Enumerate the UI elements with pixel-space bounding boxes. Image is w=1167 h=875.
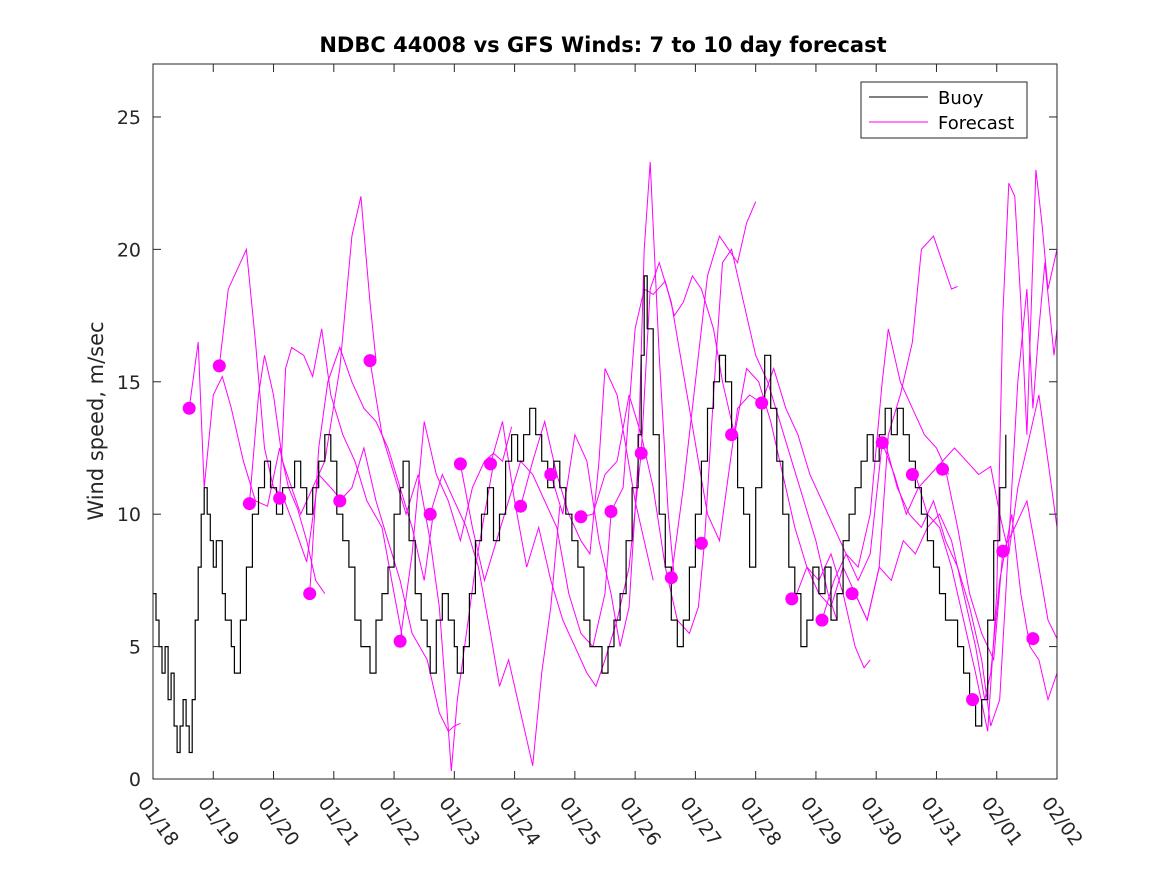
forecast-marker-13 bbox=[544, 468, 558, 481]
forecast-marker-28 bbox=[996, 544, 1010, 558]
forecast-line-8 bbox=[399, 421, 513, 642]
y-tick-label: 10 bbox=[117, 504, 141, 526]
forecast-line-15 bbox=[610, 274, 736, 512]
forecast-marker-23 bbox=[845, 587, 859, 601]
forecast-line-13 bbox=[550, 161, 675, 647]
legend-forecast-label: Forecast bbox=[938, 113, 1014, 134]
forecast-marker-1 bbox=[182, 401, 196, 415]
legend-buoy-label: Buoy bbox=[938, 88, 984, 109]
forecast-marker-6 bbox=[333, 494, 347, 508]
forecast-marker-14 bbox=[574, 510, 588, 524]
forecast-marker-21 bbox=[785, 592, 799, 606]
forecast-line-1 bbox=[188, 342, 326, 594]
chart-title: NDBC 44008 vs GFS Winds: 7 to 10 day for… bbox=[319, 33, 886, 57]
forecast-line-10 bbox=[459, 460, 612, 648]
forecast-line-6 bbox=[339, 446, 461, 733]
y-tick-label: 25 bbox=[117, 107, 141, 129]
y-tick-label: 5 bbox=[129, 637, 141, 659]
forecast-marker-5 bbox=[303, 587, 317, 601]
y-axis-label: Wind speed, m/sec bbox=[84, 321, 108, 520]
forecast-line-9 bbox=[429, 473, 561, 766]
y-axis: 0 5 10 15 20 25 bbox=[117, 107, 1057, 791]
forecast-marker-2 bbox=[212, 359, 226, 373]
forecast-line-21 bbox=[794, 235, 958, 622]
forecast-line-22 bbox=[821, 394, 1058, 621]
forecast-line-20 bbox=[761, 328, 949, 569]
forecast-marker-29 bbox=[1026, 632, 1040, 646]
y-tick-label: 15 bbox=[117, 372, 141, 394]
forecast-line-16 bbox=[640, 260, 762, 543]
legend-box bbox=[860, 81, 1028, 139]
buoy-line bbox=[153, 275, 1007, 754]
forecast-marker-18 bbox=[694, 536, 708, 550]
plot-area bbox=[153, 161, 1058, 772]
forecast-marker-24 bbox=[875, 436, 889, 450]
forecast-line-18 bbox=[703, 248, 838, 621]
forecast-marker-27 bbox=[966, 693, 980, 707]
plot-frame bbox=[152, 63, 1058, 780]
forecast-line-7 bbox=[369, 360, 494, 772]
forecast-marker-25 bbox=[905, 468, 919, 481]
forecast-marker-12 bbox=[514, 499, 528, 513]
forecast-marker-8 bbox=[393, 634, 407, 648]
forecast-marker-15 bbox=[604, 505, 618, 518]
forecast-marker-10 bbox=[453, 457, 467, 471]
forecast-marker-4 bbox=[273, 491, 287, 505]
forecast-line-17 bbox=[670, 201, 757, 578]
forecast-marker-16 bbox=[634, 446, 648, 460]
forecast-marker-17 bbox=[664, 571, 678, 585]
forecast-marker-20 bbox=[755, 396, 769, 410]
forecast-marker-26 bbox=[936, 462, 949, 476]
forecast-marker-22 bbox=[815, 613, 829, 627]
forecast-marker-9 bbox=[423, 507, 437, 521]
forecast-line-14 bbox=[580, 394, 705, 635]
forecast-line-11 bbox=[490, 421, 642, 688]
forecast-marker-19 bbox=[725, 428, 739, 442]
forecast-marker-3 bbox=[242, 497, 256, 511]
forecast-line-24 bbox=[884, 262, 1058, 727]
y-tick-label: 20 bbox=[117, 239, 141, 261]
forecast-marker-11 bbox=[484, 457, 497, 471]
forecast-line-4 bbox=[279, 328, 404, 642]
forecast-marker-7 bbox=[363, 354, 377, 368]
legend: Buoy Forecast bbox=[860, 81, 1028, 139]
forecast-line-25 bbox=[914, 169, 1058, 732]
y-tick-label: 0 bbox=[129, 769, 141, 791]
